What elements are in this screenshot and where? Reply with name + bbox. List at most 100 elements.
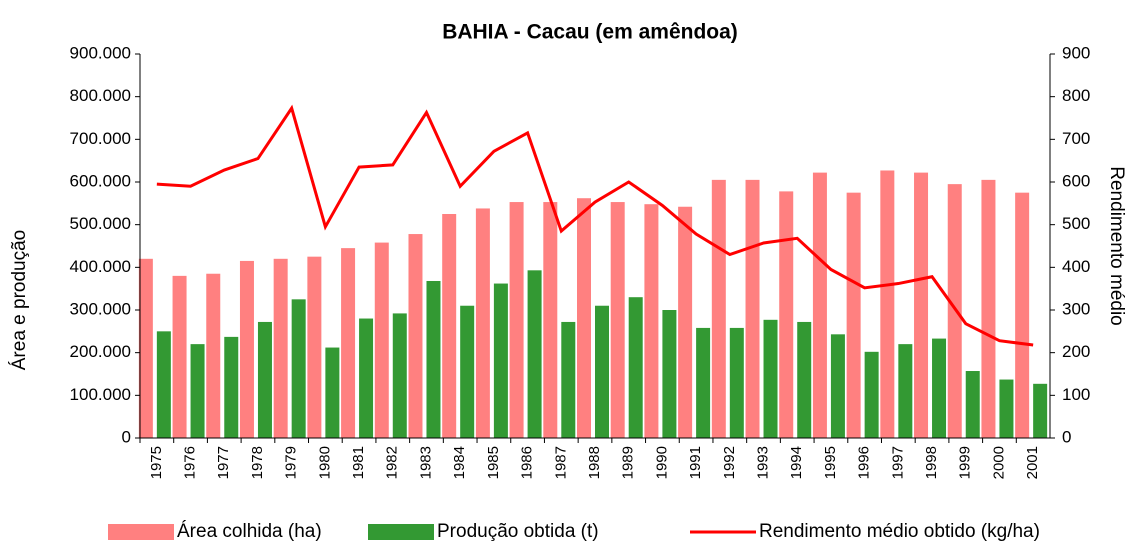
bar	[257, 321, 272, 438]
legend-swatch	[368, 524, 434, 540]
x-tick-label: 1986	[519, 446, 536, 479]
bar	[999, 379, 1014, 438]
bar	[628, 297, 643, 438]
bar	[359, 318, 374, 438]
y2-tick-label: 200	[1062, 342, 1090, 361]
y-tick-label: 100.000	[70, 385, 131, 404]
bar	[392, 313, 407, 438]
bar	[543, 202, 558, 438]
bar	[561, 321, 576, 438]
bar	[1015, 192, 1030, 438]
bar	[711, 179, 726, 438]
y2-tick-label: 0	[1062, 427, 1071, 446]
x-tick-label: 2001	[1024, 446, 1041, 479]
y2-tick-label: 300	[1062, 299, 1090, 318]
x-tick-label: 1993	[754, 446, 771, 479]
y-tick-label: 600.000	[70, 171, 131, 190]
x-tick-label: 1990	[653, 446, 670, 479]
chart-title: BAHIA - Cacau (em amêndoa)	[442, 21, 738, 44]
bar	[460, 305, 475, 438]
bar	[224, 336, 239, 438]
bar	[610, 202, 625, 438]
bar	[307, 256, 322, 438]
y2-tick-label: 600	[1062, 171, 1090, 190]
bar	[442, 214, 457, 438]
bar	[864, 351, 879, 438]
x-tick-label: 1995	[822, 446, 839, 479]
x-tick-label: 1991	[687, 446, 704, 479]
x-tick-label: 1992	[721, 446, 738, 479]
bar	[138, 258, 153, 438]
bar	[846, 192, 861, 438]
bar	[763, 319, 778, 438]
y2-tick-label: 400	[1062, 257, 1090, 276]
x-tick-label: 1989	[620, 446, 637, 479]
y-tick-label: 800.000	[70, 86, 131, 105]
bar	[914, 172, 929, 438]
bar	[509, 202, 524, 438]
bar	[797, 321, 812, 438]
y2-tick-label: 800	[1062, 86, 1090, 105]
bar	[595, 305, 609, 438]
bar	[812, 172, 827, 438]
bar	[729, 327, 744, 438]
bar	[662, 310, 677, 438]
bar	[577, 198, 591, 438]
x-tick-label: 1981	[350, 446, 367, 479]
bar	[475, 208, 490, 438]
x-tick-label: 1975	[148, 446, 165, 479]
bar	[426, 280, 441, 438]
bar	[932, 338, 947, 438]
x-tick-label: 1996	[856, 446, 873, 479]
bar	[172, 275, 187, 438]
legend-label: Produção obtida (t)	[437, 521, 599, 542]
bar	[678, 206, 693, 438]
legend-label: Área colhida (ha)	[177, 521, 322, 542]
x-tick-label: 1979	[283, 446, 300, 479]
x-tick-label: 2000	[990, 446, 1007, 479]
y-tick-label: 900.000	[70, 43, 131, 62]
bar	[527, 270, 542, 438]
y2-tick-label: 900	[1062, 43, 1090, 62]
legend-swatch	[108, 524, 174, 540]
bar	[779, 191, 794, 438]
bar	[190, 344, 205, 438]
y-tick-label: 700.000	[70, 129, 131, 148]
line	[156, 104, 1034, 347]
bar	[947, 184, 962, 438]
x-tick-label: 1980	[316, 446, 333, 479]
bar	[325, 347, 340, 438]
bar	[898, 344, 913, 438]
y-tick-label: 0	[122, 427, 131, 446]
bar	[644, 204, 659, 438]
bar	[206, 273, 221, 438]
x-tick-label: 1999	[957, 446, 974, 479]
y-tick-label: 500.000	[70, 214, 131, 233]
y-axis-title: Área e produção	[9, 230, 30, 371]
bar	[880, 170, 895, 439]
bar	[374, 242, 389, 438]
bar	[493, 283, 508, 438]
bar	[965, 371, 980, 438]
bar	[273, 258, 288, 438]
y-tick-label: 400.000	[70, 257, 131, 276]
bar	[239, 260, 254, 438]
bar	[745, 179, 760, 438]
bar	[291, 299, 306, 438]
x-tick-label: 1976	[182, 446, 199, 479]
bar	[341, 248, 356, 438]
y2-tick-label: 700	[1062, 129, 1090, 148]
x-tick-label: 1987	[552, 446, 569, 479]
legend-label: Rendimento médio obtido (kg/ha)	[759, 521, 1040, 542]
x-tick-label: 1994	[788, 446, 805, 479]
x-tick-label: 1983	[417, 446, 434, 479]
bar	[981, 179, 996, 438]
y2-axis-title: Rendimento médio	[1106, 166, 1127, 325]
bar	[1033, 383, 1048, 438]
x-tick-label: 1988	[586, 446, 603, 479]
bar	[408, 234, 423, 438]
x-tick-label: 1978	[249, 446, 266, 479]
bar	[696, 327, 711, 438]
x-tick-label: 1985	[485, 446, 502, 479]
